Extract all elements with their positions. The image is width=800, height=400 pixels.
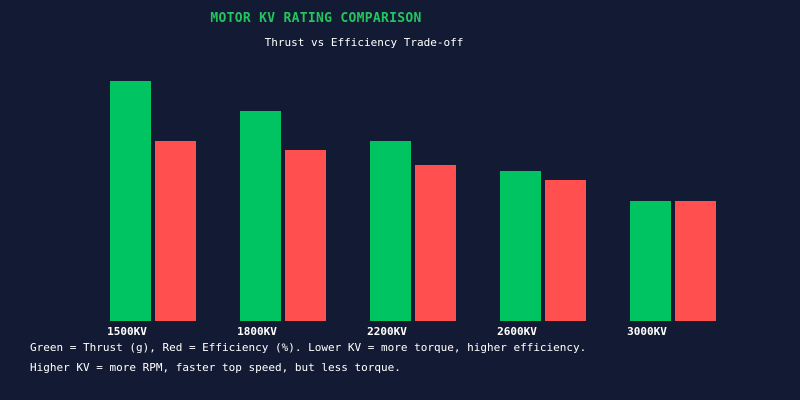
bars-group xyxy=(110,81,716,321)
chart-title: MOTOR KV RATING COMPARISON xyxy=(210,11,421,26)
bar-efficiency-2200kv xyxy=(415,165,456,321)
x-tick-label-1800kv: 1800KV xyxy=(237,325,277,338)
bar-thrust-3000kv xyxy=(630,201,671,321)
x-tick-label-1500kv: 1500KV xyxy=(107,325,147,338)
bar-thrust-1800kv xyxy=(240,111,281,321)
bar-thrust-2200kv xyxy=(370,141,411,321)
bar-efficiency-2600kv xyxy=(545,180,586,321)
x-tick-label-2200kv: 2200KV xyxy=(367,325,407,338)
bar-efficiency-1800kv xyxy=(285,150,326,321)
bar-thrust-2600kv xyxy=(500,171,541,321)
x-axis-tick-labels: 1500KV 1800KV 2200KV 2600KV 3000KV xyxy=(107,325,667,338)
chart-note-line-1: Green = Thrust (g), Red = Efficiency (%)… xyxy=(30,341,586,354)
bar-efficiency-1500kv xyxy=(155,141,196,321)
bar-efficiency-3000kv xyxy=(675,201,716,321)
chart-subtitle: Thrust vs Efficiency Trade-off xyxy=(265,36,464,49)
x-tick-label-2600kv: 2600KV xyxy=(497,325,537,338)
chart-note-line-2: Higher KV = more RPM, faster top speed, … xyxy=(30,361,401,374)
x-tick-label-3000kv: 3000KV xyxy=(627,325,667,338)
bar-thrust-1500kv xyxy=(110,81,151,321)
